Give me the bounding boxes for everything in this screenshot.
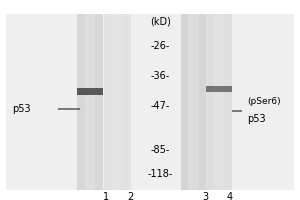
Bar (112, 14, 122, 190)
Text: -118-: -118- (148, 169, 173, 179)
Bar (6, 14, 294, 190)
Text: -47-: -47- (151, 101, 170, 111)
Text: (pSer6): (pSer6) (248, 98, 281, 106)
Text: -36-: -36- (151, 71, 170, 81)
Bar (206, 86, 232, 92)
Text: 2: 2 (128, 192, 134, 200)
Text: (kD): (kD) (150, 17, 171, 27)
Bar (188, 14, 199, 190)
Bar (85, 14, 95, 190)
Text: 3: 3 (202, 192, 208, 200)
Bar (206, 14, 232, 190)
Bar (103, 14, 130, 190)
Text: p53: p53 (248, 114, 266, 124)
Text: 4: 4 (226, 192, 232, 200)
Bar (76, 14, 103, 190)
Bar (76, 88, 103, 95)
Text: 1: 1 (103, 192, 109, 200)
Bar (181, 14, 206, 190)
Text: p53: p53 (12, 104, 31, 114)
Text: -26-: -26- (151, 41, 170, 51)
Bar (214, 14, 224, 190)
Text: -85-: -85- (151, 145, 170, 155)
